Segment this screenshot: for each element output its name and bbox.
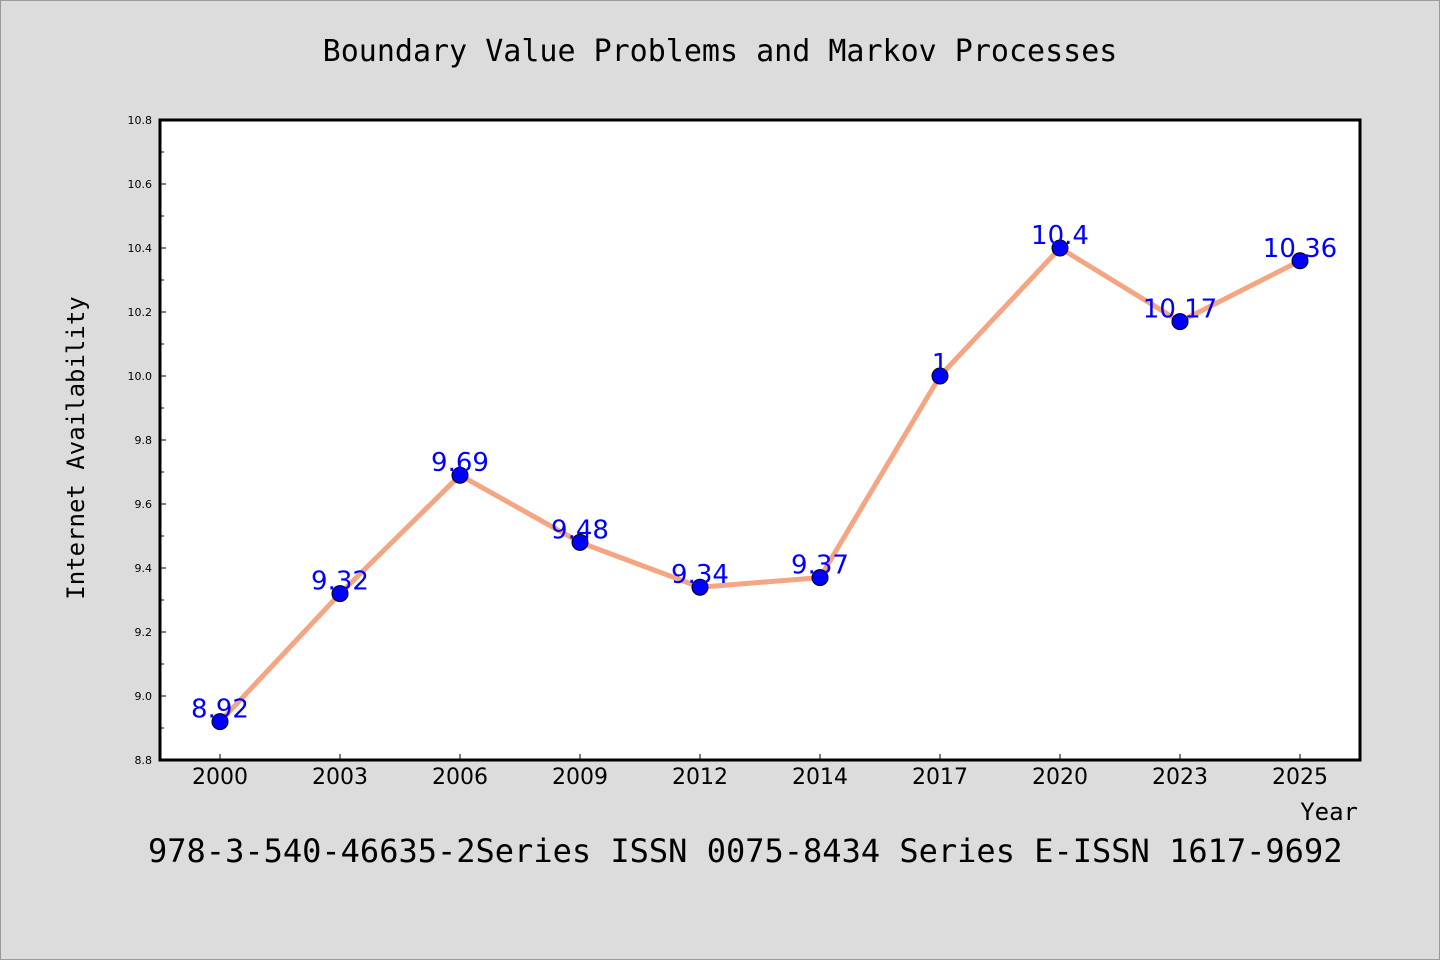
data-label: 8.92 [191, 695, 249, 725]
series-line [217, 245, 1303, 725]
plot-area [160, 120, 1360, 760]
data-label: 9.69 [431, 448, 489, 478]
data-point [571, 533, 589, 551]
data-point [811, 569, 829, 587]
y-tick-label: 9.0 [135, 690, 153, 703]
y-tick-label: 8.8 [135, 754, 153, 767]
data-point [451, 466, 469, 484]
y-axis-label: Internet Availability [62, 296, 90, 599]
data-label: 9.37 [791, 551, 849, 581]
y-tick-label: 10.8 [128, 114, 153, 127]
plot-border [158, 118, 1362, 762]
data-point [691, 578, 709, 596]
y-tick-label: 9.4 [135, 562, 153, 575]
x-tick-label: 2014 [792, 765, 848, 790]
y-tick-label: 10.4 [128, 242, 153, 255]
data-label: 1 [932, 349, 949, 379]
data-point [1291, 252, 1309, 270]
y-tick-label: 10.0 [128, 370, 153, 383]
x-axis-label: Year [1300, 798, 1358, 826]
data-label: 10.17 [1143, 295, 1217, 325]
x-tick-label: 2020 [1032, 765, 1088, 790]
data-label: 9.48 [551, 515, 609, 545]
x-tick-label: 2000 [192, 765, 248, 790]
y-tick-label: 9.2 [135, 626, 153, 639]
x-tick-label: 2009 [552, 765, 608, 790]
x-tick-label: 2017 [912, 765, 968, 790]
y-tick-label: 9.6 [135, 498, 153, 511]
y-tick-label: 9.8 [135, 434, 153, 447]
x-tick-label: 2003 [312, 765, 368, 790]
data-point [211, 713, 229, 731]
data-label: 10.4 [1031, 221, 1089, 251]
data-point [1171, 313, 1189, 331]
data-label: 9.32 [311, 567, 369, 597]
data-label: 10.36 [1263, 234, 1337, 264]
y-tick-label: 10.2 [128, 306, 153, 319]
data-point [331, 585, 349, 603]
y-tick-label: 10.6 [128, 178, 153, 191]
x-tick-label: 2023 [1152, 765, 1208, 790]
data-point [931, 367, 949, 385]
x-tick-label: 2012 [672, 765, 728, 790]
data-label: 9.34 [671, 560, 729, 590]
x-tick-label: 2025 [1272, 765, 1328, 790]
footnote: 978-3-540-46635-2Series ISSN 0075-8434 S… [148, 832, 1343, 870]
data-point [1051, 239, 1069, 257]
chart-title: Boundary Value Problems and Markov Proce… [322, 34, 1118, 69]
x-tick-label: 2006 [432, 765, 488, 790]
